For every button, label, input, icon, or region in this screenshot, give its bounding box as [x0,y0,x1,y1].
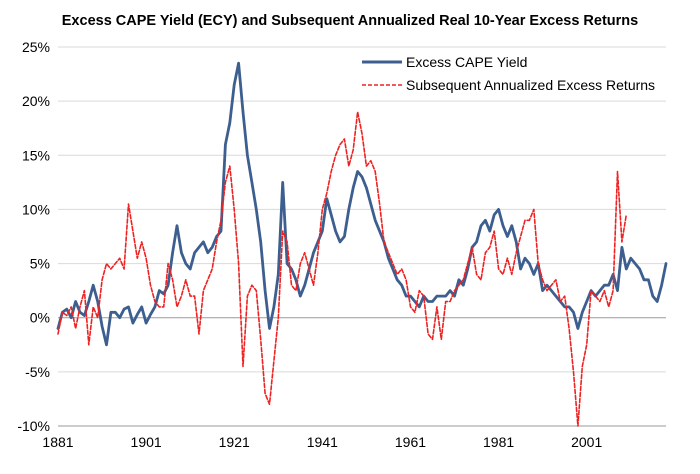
x-tick-label: 1921 [219,434,250,450]
grid-layer [58,46,666,427]
series-layer [56,61,668,427]
y-tick-label: 0% [30,310,50,326]
legend-label: Subsequent Annualized Excess Returns [406,77,655,93]
series-line-excess-returns [57,111,628,427]
y-tick-label: 5% [30,256,50,272]
x-tick-label: 1881 [42,434,73,450]
y-tick-label: -10% [17,418,50,434]
axis-layer: -10% -5% 0% 5% 10% 15% 20% 25% 1881 1901 1921 1941 1… [17,39,666,450]
y-tick-label: 15% [22,147,50,163]
x-tick-label: 1981 [483,434,514,450]
chart-title: Excess CAPE Yield (ECY) and Subsequent A… [62,13,638,29]
series-line-excess-cape-yield [56,61,668,347]
y-tick-label: 20% [22,93,50,109]
y-tick-label: 25% [22,39,50,55]
legend: Excess CAPE Yield Subsequent Annualized E… [362,54,655,93]
x-tick-label: 1941 [307,434,338,450]
x-tick-label: 1961 [395,434,426,450]
x-tick-label: 1901 [131,434,162,450]
y-tick-label: 10% [22,201,50,217]
legend-label: Excess CAPE Yield [406,54,527,70]
x-tick-label: 2001 [571,434,602,450]
y-tick-label: -5% [25,364,50,380]
